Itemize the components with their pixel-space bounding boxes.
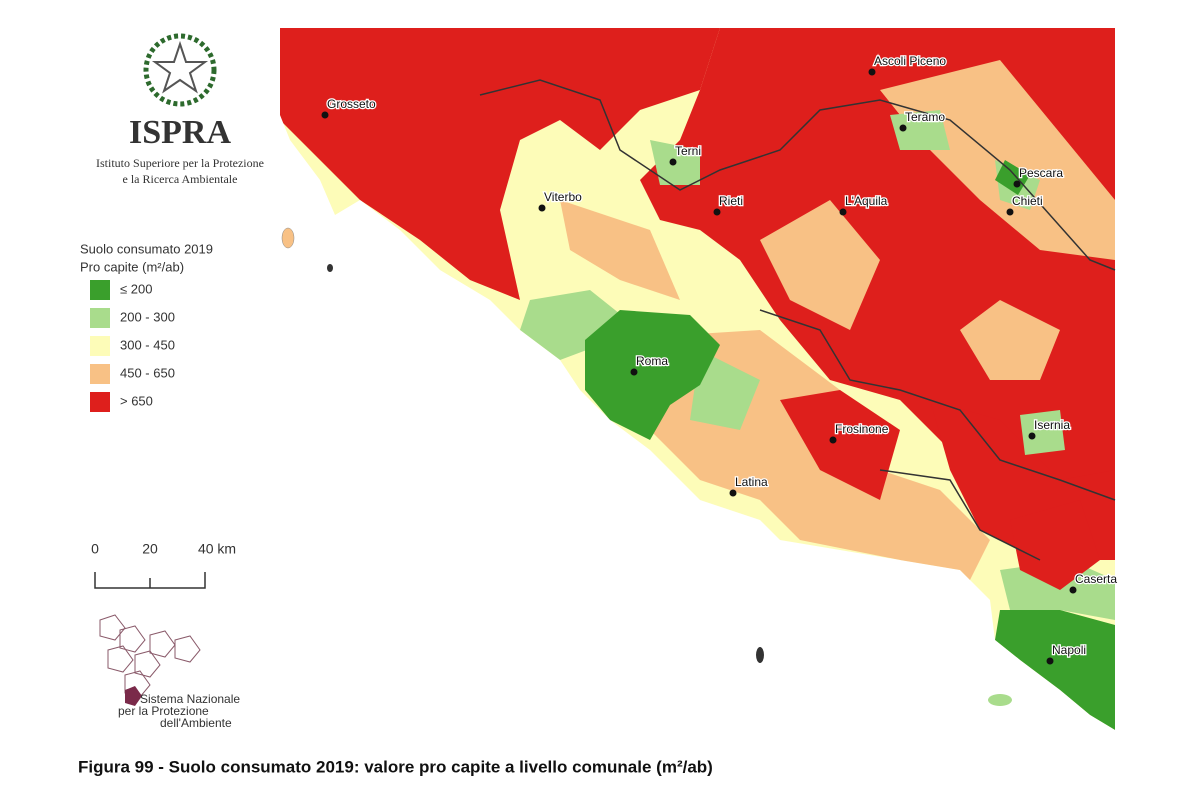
legend-label: 300 - 450 bbox=[120, 337, 175, 352]
logo-snpa: Sistema Nazionale per la Protezione dell… bbox=[99, 614, 240, 730]
legend-label: 200 - 300 bbox=[120, 309, 175, 324]
city-label: Ascoli Piceno bbox=[874, 54, 946, 68]
legend-swatch bbox=[90, 280, 110, 300]
city-label: Terni bbox=[675, 144, 701, 158]
city-dot bbox=[899, 124, 907, 132]
scale-label: 0 bbox=[91, 541, 99, 557]
city-dot bbox=[1006, 208, 1014, 216]
map bbox=[280, 28, 1116, 730]
scale-bar: 0 20 40 km bbox=[91, 541, 236, 589]
city-labels: Grosseto Ascoli Piceno Teramo Terni Pescara V… bbox=[321, 53, 1119, 665]
legend-title: Pro capite (m²/ab) bbox=[80, 259, 184, 274]
logo-snpa-text: dell'Ambiente bbox=[160, 716, 232, 730]
logo-subtitle: e la Ricerca Ambientale bbox=[123, 172, 238, 186]
legend-swatch bbox=[90, 364, 110, 384]
city-label: L'Aquila bbox=[845, 194, 888, 208]
logo-ispra: ISPRA Istituto Superiore per la Protezio… bbox=[96, 33, 264, 186]
caption: Figura 99 - Suolo consumato 2019: valore… bbox=[78, 757, 713, 776]
legend-swatch bbox=[90, 336, 110, 356]
scale-label: 20 bbox=[142, 541, 158, 557]
legend-swatch bbox=[90, 308, 110, 328]
city-dot bbox=[713, 208, 721, 216]
city-dot bbox=[1046, 657, 1054, 665]
city-label: Pescara bbox=[1019, 166, 1063, 180]
city-dot bbox=[829, 436, 837, 444]
logo-title: ISPRA bbox=[129, 114, 231, 151]
city-dot bbox=[538, 204, 546, 212]
legend-label: 450 - 650 bbox=[120, 365, 175, 380]
legend-title: Suolo consumato 2019 bbox=[80, 241, 213, 256]
logo-snpa-text: Sistema Nazionale bbox=[140, 692, 240, 706]
city-label: Viterbo bbox=[544, 190, 582, 204]
city-dot bbox=[868, 68, 876, 76]
city-dot bbox=[839, 208, 847, 216]
logo-snpa-text: per la Protezione bbox=[118, 704, 209, 718]
city-dot bbox=[630, 368, 638, 376]
city-label: Rieti bbox=[719, 194, 743, 208]
city-label: Latina bbox=[735, 475, 768, 489]
city-dot bbox=[1069, 586, 1077, 594]
city-dot bbox=[729, 489, 737, 497]
legend-swatch bbox=[90, 392, 110, 412]
city-dot bbox=[1028, 432, 1036, 440]
legend-label: > 650 bbox=[120, 393, 153, 408]
scale-label: 40 km bbox=[198, 541, 236, 557]
legend-label: ≤ 200 bbox=[120, 281, 152, 296]
city-label: Frosinone bbox=[835, 422, 889, 436]
logo-subtitle: Istituto Superiore per la Protezione bbox=[96, 156, 264, 170]
city-label: Isernia bbox=[1034, 418, 1070, 432]
city-dot bbox=[669, 158, 677, 166]
city-label: Napoli bbox=[1052, 643, 1086, 657]
city-label: Roma bbox=[636, 354, 668, 368]
city-dot bbox=[321, 111, 329, 119]
legend: Suolo consumato 2019 Pro capite (m²/ab) … bbox=[80, 241, 213, 412]
city-label: Grosseto bbox=[327, 97, 376, 111]
city-label: Caserta bbox=[1075, 572, 1117, 586]
city-label: Teramo bbox=[905, 110, 945, 124]
city-label: Chieti bbox=[1012, 194, 1043, 208]
city-dot bbox=[1013, 180, 1021, 188]
